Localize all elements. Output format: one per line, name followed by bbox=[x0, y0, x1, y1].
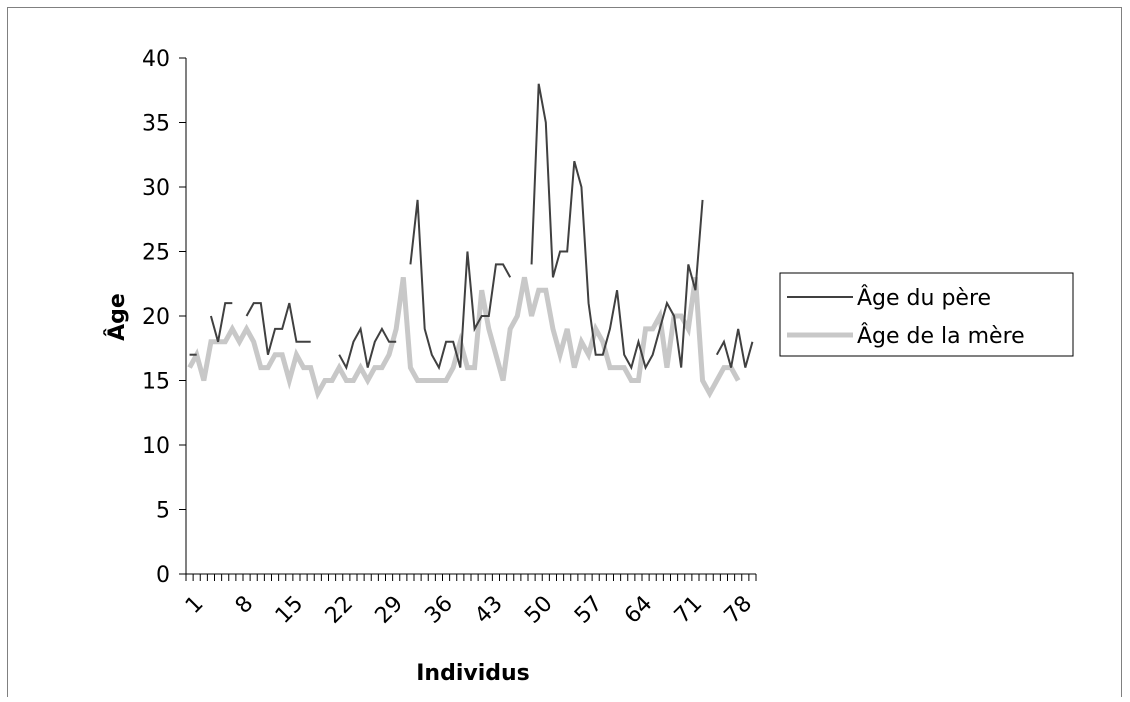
series-line-pere bbox=[530, 83, 704, 371]
x-tick-label: 78 bbox=[720, 591, 757, 628]
x-axis: 1 8 15 22 29 36 43 50 57 64 71 78 bbox=[181, 573, 757, 629]
y-tick-label: 0 bbox=[156, 563, 170, 588]
series-line-pere bbox=[245, 302, 311, 355]
x-tick-label: 15 bbox=[271, 591, 308, 628]
y-tick-label: 15 bbox=[142, 370, 170, 395]
y-tick-label: 20 bbox=[142, 305, 170, 330]
series-line-pere bbox=[409, 199, 512, 371]
y-tick-label: 35 bbox=[142, 112, 170, 137]
x-tick-label: 29 bbox=[371, 591, 408, 628]
x-tick-label: 64 bbox=[620, 591, 657, 628]
legend-label-pere: Âge du père bbox=[857, 285, 991, 311]
x-axis-title: Individus bbox=[416, 661, 530, 686]
y-axis-title: Âge bbox=[104, 293, 130, 341]
chart-frame bbox=[7, 7, 1122, 697]
y-tick-label: 40 bbox=[142, 47, 170, 72]
legend-box bbox=[779, 272, 1074, 357]
x-tick-label: 1 bbox=[181, 591, 209, 619]
series-line-pere bbox=[209, 302, 233, 343]
series-lines bbox=[187, 83, 754, 400]
x-tick-label: 22 bbox=[321, 591, 358, 628]
series-line-pere bbox=[338, 325, 397, 371]
y-tick-label: 5 bbox=[156, 499, 170, 524]
y-axis: 0 5 10 15 20 25 30 35 40 bbox=[142, 47, 187, 588]
y-tick-label: 30 bbox=[142, 176, 170, 201]
x-tick-label: 43 bbox=[470, 591, 507, 628]
series-line-mere bbox=[187, 276, 741, 400]
x-tick-label: 50 bbox=[520, 591, 557, 628]
x-tick-label: 71 bbox=[670, 591, 707, 628]
y-tick-label: 25 bbox=[142, 241, 170, 266]
series-line-pere bbox=[715, 328, 754, 368]
x-tick-label: 8 bbox=[231, 591, 259, 619]
legend-label-mere: Âge de la mère bbox=[857, 323, 1025, 349]
legend: Âge du père Âge de la mère bbox=[779, 272, 1074, 357]
x-tick-label: 57 bbox=[570, 591, 607, 628]
y-tick-label: 10 bbox=[142, 434, 170, 459]
x-tick-label: 36 bbox=[420, 591, 457, 628]
